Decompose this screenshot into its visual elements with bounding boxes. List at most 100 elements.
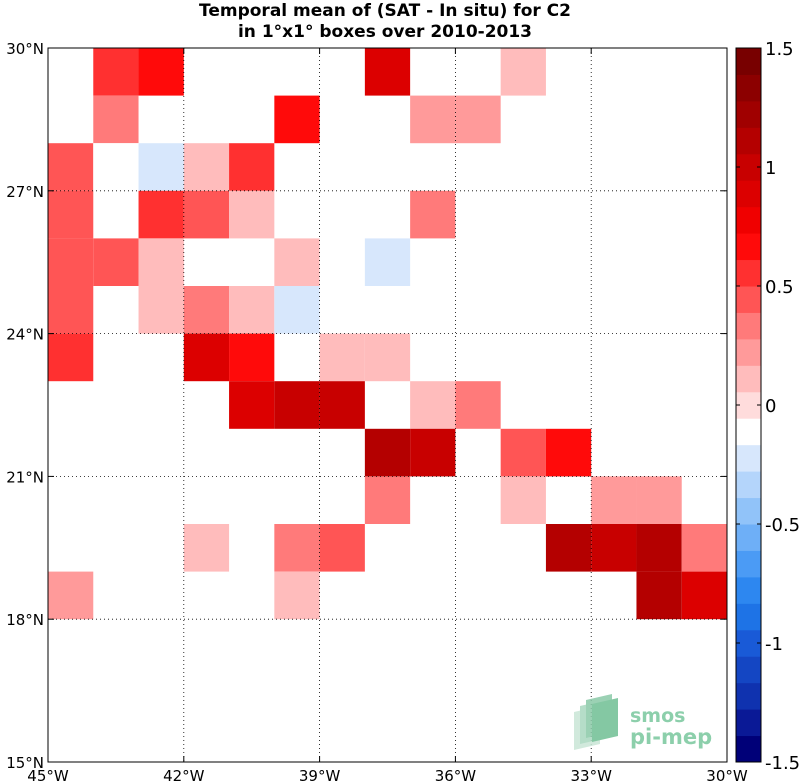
colorbar-segment bbox=[736, 153, 761, 181]
heatmap-cell bbox=[681, 524, 727, 572]
colorbar-tick-label: -1.5 bbox=[765, 753, 800, 774]
colorbar-segment bbox=[736, 259, 761, 287]
heatmap-cell bbox=[364, 476, 411, 524]
heatmap-cell bbox=[48, 143, 94, 191]
colorbar-segment bbox=[736, 127, 761, 155]
heatmap-cell bbox=[364, 286, 411, 334]
heatmap-cell bbox=[183, 190, 230, 239]
y-tick-label: 24°N bbox=[6, 326, 44, 344]
heatmap-cell bbox=[410, 286, 456, 334]
heatmap-cell bbox=[138, 286, 184, 334]
heatmap-cell bbox=[138, 238, 184, 286]
heatmap-cell bbox=[229, 190, 275, 239]
colorbar-segment bbox=[736, 497, 761, 525]
colorbar-segment bbox=[736, 629, 761, 657]
heatmap-cell bbox=[274, 381, 320, 429]
heatmap-cell bbox=[364, 333, 411, 382]
colorbar-segment bbox=[736, 735, 761, 763]
logo-text-pi-mep: pi-mep bbox=[630, 725, 712, 749]
heatmap-cell bbox=[500, 48, 546, 96]
heatmap-cell bbox=[636, 524, 682, 572]
colorbar-segment bbox=[736, 206, 761, 234]
heatmap-cell bbox=[48, 333, 94, 382]
y-tick-label: 21°N bbox=[6, 468, 44, 486]
colorbar-segment bbox=[736, 391, 761, 419]
heatmap-cell bbox=[410, 381, 456, 429]
colorbar-segment bbox=[736, 74, 761, 102]
logo-text-smos: smos bbox=[630, 705, 685, 727]
heatmap-cell bbox=[636, 571, 682, 620]
heatmap-cell bbox=[319, 524, 365, 572]
heatmap-cell bbox=[93, 143, 139, 191]
heatmap-cell bbox=[183, 333, 230, 382]
x-tick-label: 45°W bbox=[27, 767, 69, 784]
x-tick-label: 30°W bbox=[706, 767, 748, 784]
heatmap-cell bbox=[229, 381, 275, 429]
heatmap-cell bbox=[48, 238, 94, 286]
heatmap-cell bbox=[591, 524, 637, 572]
heatmap-cell bbox=[455, 381, 501, 429]
x-tick-label: 42°W bbox=[163, 767, 205, 784]
heatmap-cell bbox=[93, 238, 139, 286]
heatmap-cell bbox=[319, 381, 365, 429]
heatmap-cell bbox=[545, 524, 592, 572]
heatmap-cell bbox=[410, 190, 456, 239]
colorbar-segment bbox=[736, 682, 761, 710]
heatmap-cell bbox=[410, 428, 456, 477]
heatmap-cell bbox=[636, 476, 682, 524]
heatmap-cell bbox=[183, 524, 230, 572]
y-tick-label: 27°N bbox=[6, 183, 44, 201]
heatmap-cell bbox=[138, 48, 184, 96]
heatmap-cells bbox=[48, 48, 727, 620]
colorbar-segment bbox=[736, 656, 761, 684]
colorbar-ticks: 1.5 1 0.5 0 -0.5 -1 -1.5 bbox=[736, 39, 800, 774]
x-tick-label: 39°W bbox=[299, 767, 341, 784]
colorbar-tick-label: 0.5 bbox=[765, 277, 794, 298]
heatmap-cell bbox=[229, 333, 275, 382]
colorbar-segment bbox=[736, 233, 761, 261]
heatmap-cell bbox=[274, 571, 320, 620]
axis-tick-marks bbox=[47, 47, 728, 763]
heatmap-cell bbox=[183, 143, 230, 191]
heatmap-cell bbox=[229, 286, 275, 334]
x-tick-labels: 45°W 42°W 39°W 36°W 33°W 30°W bbox=[27, 767, 748, 784]
heatmap-cell bbox=[319, 286, 365, 334]
heatmap-cell bbox=[48, 571, 94, 620]
x-tick-label: 33°W bbox=[570, 767, 612, 784]
heatmap-cell bbox=[138, 143, 184, 191]
colorbar-segment bbox=[736, 180, 761, 208]
colorbar-segment bbox=[736, 418, 761, 446]
heatmap-cell bbox=[48, 286, 94, 334]
heatmap-cell bbox=[93, 95, 139, 144]
heatmap-cell bbox=[545, 428, 592, 477]
colorbar-segment bbox=[736, 312, 761, 340]
heatmap-cell bbox=[319, 238, 365, 286]
colorbar-tick-label: -0.5 bbox=[765, 515, 800, 536]
y-tick-label: 30°N bbox=[6, 40, 44, 58]
colorbar-segment bbox=[736, 550, 761, 578]
colorbar-segment bbox=[736, 100, 761, 128]
heatmap-cell bbox=[364, 48, 411, 96]
heatmap-cell bbox=[274, 95, 320, 144]
colorbar-tick-label: 0 bbox=[765, 396, 776, 417]
colorbar-segment bbox=[736, 576, 761, 604]
colorbar-segment bbox=[736, 524, 761, 551]
chart-subtitle: in 1°x1° boxes over 2010-2013 bbox=[237, 22, 533, 42]
colorbar-segment bbox=[736, 365, 761, 393]
smos-pi-mep-logo: smos pi-mep bbox=[574, 694, 712, 750]
heatmap-cell bbox=[48, 190, 94, 239]
colorbar-tick-label: 1.5 bbox=[765, 39, 794, 60]
heatmap-cell bbox=[500, 428, 546, 477]
heatmap-cell bbox=[183, 286, 230, 334]
x-tick-label: 36°W bbox=[435, 767, 477, 784]
colorbar-segment bbox=[736, 48, 761, 75]
heatmap-cell bbox=[274, 524, 320, 572]
heatmap-cell bbox=[410, 95, 456, 144]
heatmap-cell bbox=[500, 476, 546, 524]
heatmap-cell bbox=[364, 428, 411, 477]
heatmap-cell bbox=[274, 238, 320, 286]
y-tick-label: 18°N bbox=[6, 611, 44, 629]
logo-mark-icon bbox=[574, 694, 618, 750]
colorbar-segment bbox=[736, 709, 761, 737]
